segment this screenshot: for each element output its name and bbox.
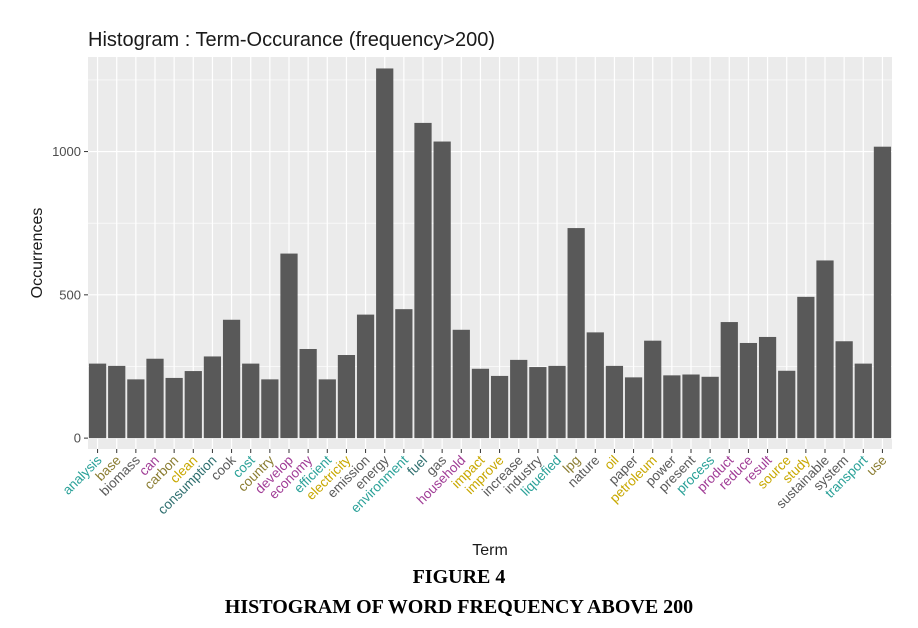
bar-sustainable — [816, 260, 833, 438]
bar-analysis — [89, 364, 106, 439]
bar-present — [682, 374, 699, 438]
bar-energy — [376, 68, 393, 438]
x-tick-label: use — [864, 453, 890, 479]
chart-title: Histogram : Term-Occurance (frequency>20… — [88, 29, 495, 51]
y-tick-label: 0 — [74, 431, 81, 446]
bar-economy — [300, 349, 317, 438]
bar-source — [778, 371, 795, 438]
bar-impact — [472, 369, 489, 438]
bar-cost — [242, 364, 259, 439]
bar-industry — [529, 367, 546, 438]
bar-household — [453, 330, 470, 438]
bar-petroleum — [644, 341, 661, 438]
bar-lpg — [568, 228, 585, 438]
bar-efficient — [319, 379, 336, 438]
bar-gas — [434, 142, 451, 439]
bar-process — [702, 377, 719, 438]
bar-increase — [510, 360, 527, 438]
y-tick-label: 500 — [59, 287, 81, 302]
bar-emission — [357, 315, 374, 439]
bar-use — [874, 147, 891, 438]
bar-power — [663, 375, 680, 438]
histogram-chart: Histogram : Term-Occurance (frequency>20… — [0, 0, 918, 560]
bar-can — [146, 359, 163, 438]
figure-title: HISTOGRAM OF WORD FREQUENCY ABOVE 200 — [0, 596, 918, 619]
bar-fuel — [414, 123, 431, 438]
x-axis-title: Term — [472, 542, 508, 559]
bar-base — [108, 366, 125, 438]
y-axis-title: Occurrences — [29, 208, 46, 299]
bar-product — [721, 322, 738, 438]
bar-result — [759, 337, 776, 438]
bar-oil — [606, 366, 623, 438]
bar-improve — [491, 376, 508, 438]
bar-electricity — [338, 355, 355, 438]
bar-biomass — [127, 379, 144, 438]
x-axis: analysisbasebiomasscancarboncleanconsump… — [60, 449, 890, 517]
bar-nature — [587, 332, 604, 438]
bar-consumption — [204, 356, 221, 438]
bar-transport — [855, 364, 872, 439]
bar-country — [261, 379, 278, 438]
bar-paper — [625, 377, 642, 438]
figure-number: FIGURE 4 — [0, 566, 918, 589]
bar-cook — [223, 320, 240, 438]
y-tick-label: 1000 — [52, 144, 81, 159]
bar-reduce — [740, 343, 757, 438]
bar-liquefied — [548, 366, 565, 438]
y-axis: 0 500 1000 — [52, 144, 88, 446]
bar-environment — [395, 309, 412, 438]
bar-clean — [185, 371, 202, 438]
bar-carbon — [166, 378, 183, 438]
bar-develop — [280, 254, 297, 439]
bar-study — [797, 297, 814, 438]
bar-system — [836, 341, 853, 438]
